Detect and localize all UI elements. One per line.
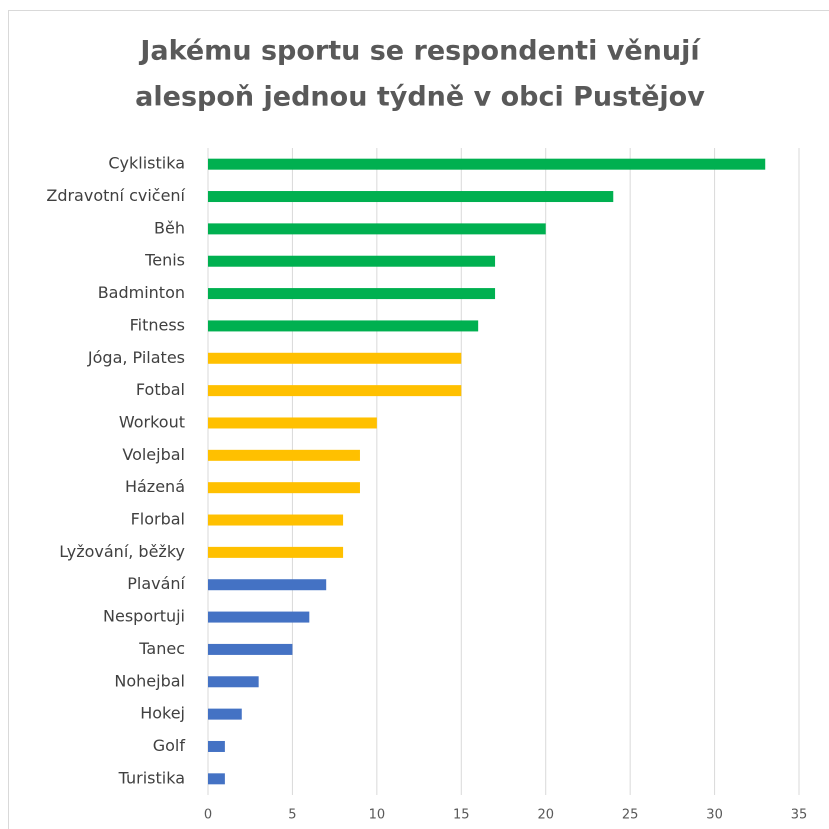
y-tick-label: Nesportuji bbox=[103, 607, 185, 626]
y-tick-label: Florbal bbox=[131, 510, 185, 529]
y-tick-label: Tanec bbox=[138, 639, 185, 658]
bar bbox=[208, 740, 225, 752]
y-tick-label: Cyklistika bbox=[108, 154, 185, 173]
y-tick-label: Volejbal bbox=[122, 445, 185, 464]
bar bbox=[208, 773, 225, 785]
bar bbox=[208, 255, 496, 267]
bar bbox=[208, 676, 259, 688]
bar bbox=[208, 546, 344, 558]
x-tick-label: 25 bbox=[622, 808, 639, 823]
y-tick-label: Workout bbox=[119, 412, 185, 431]
chart-title: Jakému sportu se respondenti věnují bbox=[138, 36, 701, 67]
bar bbox=[208, 158, 766, 170]
bar bbox=[208, 482, 360, 494]
y-tick-label: Tenis bbox=[144, 251, 185, 270]
bar bbox=[208, 514, 344, 526]
x-tick-label: 5 bbox=[288, 808, 296, 823]
bar bbox=[208, 708, 242, 720]
y-tick-label: Lyžování, běžky bbox=[59, 542, 185, 561]
bar bbox=[208, 643, 293, 655]
bar bbox=[208, 417, 377, 429]
bar bbox=[208, 191, 614, 203]
x-tick-label: 15 bbox=[453, 808, 470, 823]
chart-frame bbox=[8, 10, 829, 829]
y-tick-label: Házená bbox=[125, 477, 185, 496]
y-tick-label: Nohejbal bbox=[114, 671, 185, 690]
y-tick-label: Běh bbox=[154, 218, 185, 237]
y-tick-label: Jóga, Pilates bbox=[87, 348, 185, 367]
x-tick-label: 30 bbox=[706, 808, 723, 823]
y-tick-label: Fotbal bbox=[136, 380, 185, 399]
bar bbox=[208, 449, 360, 461]
chart-title: alespoň jednou týdně v obci Pustějov bbox=[135, 82, 705, 113]
y-tick-label: Hokej bbox=[140, 704, 185, 723]
x-tick-label: 10 bbox=[369, 808, 386, 823]
bar bbox=[208, 611, 310, 623]
y-tick-label: Zdravotní cvičení bbox=[46, 186, 185, 205]
bar bbox=[208, 579, 327, 591]
x-tick-label: 0 bbox=[204, 808, 212, 823]
bar bbox=[208, 223, 546, 235]
y-tick-label: Badminton bbox=[98, 283, 185, 302]
y-tick-label: Turistika bbox=[118, 768, 185, 787]
x-tick-label: 20 bbox=[537, 808, 554, 823]
x-tick-label: 35 bbox=[791, 808, 808, 823]
bar bbox=[208, 288, 496, 300]
y-tick-label: Fitness bbox=[130, 315, 185, 334]
bar bbox=[208, 385, 462, 397]
bar bbox=[208, 320, 479, 332]
y-tick-label: Golf bbox=[153, 736, 186, 755]
bar bbox=[208, 352, 462, 364]
y-tick-label: Plavání bbox=[127, 574, 185, 593]
